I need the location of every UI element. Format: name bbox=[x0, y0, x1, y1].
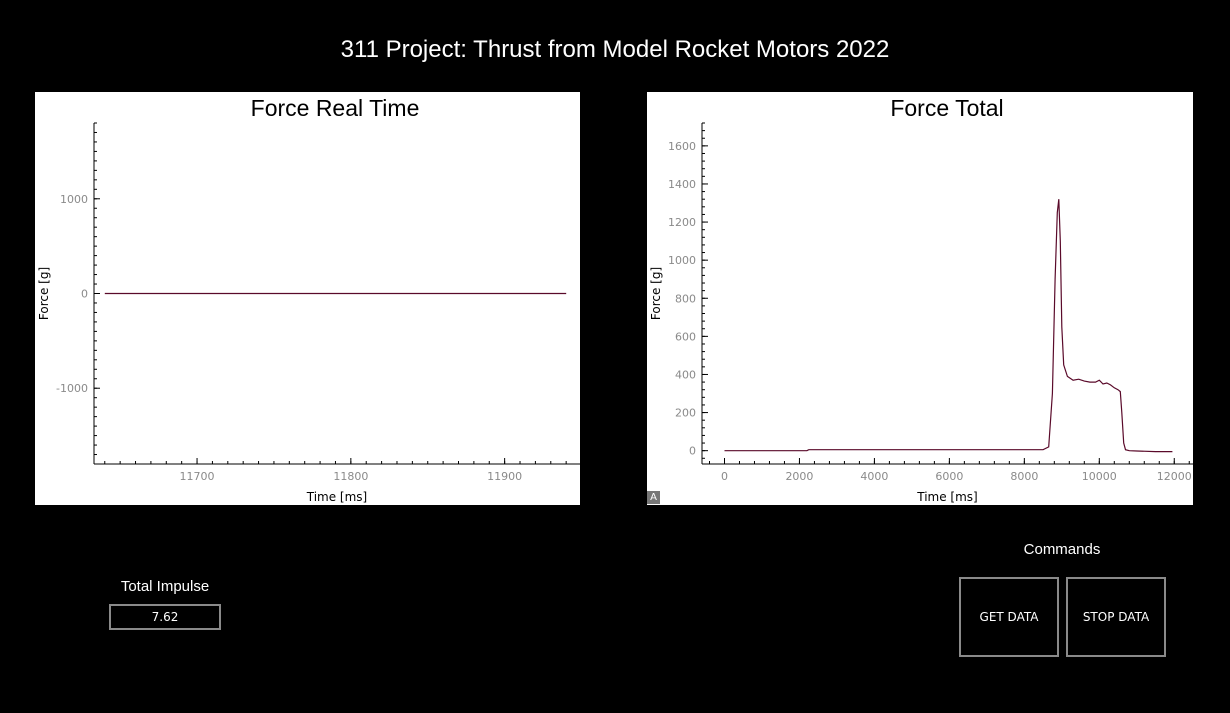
x-axis-label: Time [ms] bbox=[916, 490, 978, 504]
x-tick-label: 11900 bbox=[487, 470, 522, 483]
force-real-time-chart[interactable]: Force Real Time 11700 11800 11900 -1000 0 1000… bbox=[35, 92, 580, 505]
x-tick-label: 4000 bbox=[860, 470, 888, 483]
x-tick-label: 10000 bbox=[1082, 470, 1117, 483]
y-tick-label: 1200 bbox=[668, 216, 696, 229]
x-tick-label: 12000 bbox=[1157, 470, 1192, 483]
force-total-chart[interactable]: Force Total 0 2000 4000 6000 8000 10000 12000 0 2… bbox=[647, 92, 1193, 505]
x-tick-label: 11700 bbox=[180, 470, 215, 483]
y-tick-label: 400 bbox=[675, 368, 696, 381]
x-tick-label: 6000 bbox=[935, 470, 963, 483]
y-tick-label: 200 bbox=[675, 407, 696, 420]
force-real-time-title: Force Real Time bbox=[251, 95, 420, 121]
total-impulse-label: Total Impulse bbox=[120, 578, 210, 595]
x-tick-label: 2000 bbox=[785, 470, 813, 483]
y-tick-label: 600 bbox=[675, 330, 696, 343]
y-tick-label: -1000 bbox=[56, 382, 88, 395]
stop-data-button[interactable]: STOP DATA bbox=[1066, 577, 1166, 657]
x-tick-label: 11800 bbox=[333, 470, 368, 483]
force-real-time-chart-svg[interactable]: Force Real Time 11700 11800 11900 -1000 0 1000… bbox=[35, 92, 580, 505]
y-tick-label: 0 bbox=[689, 445, 696, 458]
total-impulse-value: 7.62 bbox=[109, 604, 221, 630]
force-series-line bbox=[724, 199, 1173, 453]
y-axis-label: Force [g] bbox=[37, 267, 51, 320]
y-tick-label: 1600 bbox=[668, 140, 696, 153]
app-title: 311 Project: Thrust from Model Rocket Mo… bbox=[340, 36, 890, 63]
commands-label: Commands bbox=[1023, 541, 1101, 558]
y-tick-label: 1000 bbox=[60, 193, 88, 206]
x-tick-label: 0 bbox=[721, 470, 728, 483]
y-tick-label: 1000 bbox=[668, 254, 696, 267]
x-axis-label: Time [ms] bbox=[306, 490, 368, 504]
y-tick-label: 1400 bbox=[668, 178, 696, 191]
autoscale-button[interactable]: A bbox=[647, 491, 660, 504]
force-total-chart-svg[interactable]: Force Total 0 2000 4000 6000 8000 10000 12000 0 2… bbox=[647, 92, 1193, 505]
y-tick-label: 0 bbox=[81, 288, 88, 301]
x-tick-label: 8000 bbox=[1010, 470, 1038, 483]
y-tick-label: 800 bbox=[675, 292, 696, 305]
y-axis-label: Force [g] bbox=[649, 267, 663, 320]
force-total-title: Force Total bbox=[890, 95, 1003, 121]
get-data-button[interactable]: GET DATA bbox=[959, 577, 1059, 657]
